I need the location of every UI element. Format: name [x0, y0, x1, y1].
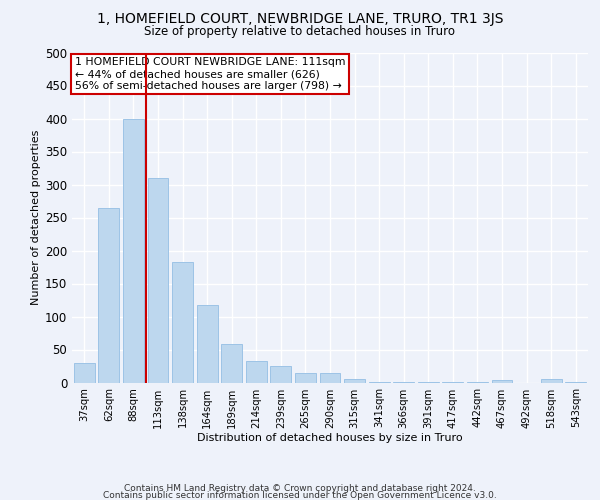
Bar — [246, 362, 267, 382]
Bar — [74, 362, 95, 382]
Bar — [148, 178, 169, 382]
Bar — [221, 344, 242, 383]
Text: Size of property relative to detached houses in Truro: Size of property relative to detached ho… — [145, 25, 455, 38]
Bar — [172, 262, 193, 382]
Bar — [197, 306, 218, 382]
Bar — [491, 380, 512, 382]
Bar — [541, 379, 562, 382]
Bar — [320, 372, 340, 382]
Bar — [271, 366, 292, 382]
Bar — [123, 118, 144, 382]
Bar — [98, 208, 119, 382]
Text: Contains public sector information licensed under the Open Government Licence v3: Contains public sector information licen… — [103, 491, 497, 500]
X-axis label: Distribution of detached houses by size in Truro: Distribution of detached houses by size … — [197, 434, 463, 444]
Y-axis label: Number of detached properties: Number of detached properties — [31, 130, 41, 305]
Bar — [295, 372, 316, 382]
Text: 1, HOMEFIELD COURT, NEWBRIDGE LANE, TRURO, TR1 3JS: 1, HOMEFIELD COURT, NEWBRIDGE LANE, TRUR… — [97, 12, 503, 26]
Text: Contains HM Land Registry data © Crown copyright and database right 2024.: Contains HM Land Registry data © Crown c… — [124, 484, 476, 493]
Bar — [344, 379, 365, 382]
Text: 1 HOMEFIELD COURT NEWBRIDGE LANE: 111sqm
← 44% of detached houses are smaller (6: 1 HOMEFIELD COURT NEWBRIDGE LANE: 111sqm… — [74, 58, 345, 90]
